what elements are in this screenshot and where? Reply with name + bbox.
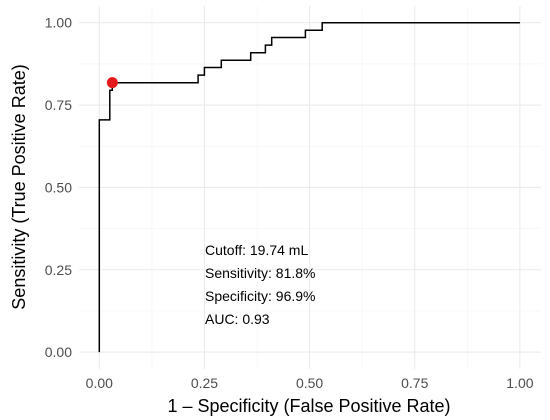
- optimal-cutoff-point: [106, 77, 118, 89]
- x-tick-label: 0.75: [401, 375, 428, 391]
- x-tick-label: 0.50: [296, 375, 323, 391]
- grid: [79, 6, 541, 369]
- y-tick-label: 0.50: [45, 179, 72, 195]
- roc-curve: [98, 21, 520, 353]
- y-axis-title: Sensitivity (True Positive Rate): [9, 64, 29, 309]
- annotation-line: AUC: 0.93: [205, 311, 270, 327]
- y-tick-label: 0.75: [45, 97, 72, 113]
- x-tick-label: 1.00: [506, 375, 533, 391]
- annotation-block: Cutoff: 19.74 mL Sensitivity: 81.8% Specif…: [205, 242, 316, 327]
- x-tick-label: 0.00: [86, 375, 113, 391]
- y-tick-label: 1.00: [45, 15, 72, 31]
- x-tick-label: 0.25: [191, 375, 218, 391]
- y-tick-label: 0.00: [45, 344, 72, 360]
- annotation-line: Specificity: 96.9%: [205, 288, 316, 304]
- annotation-line: Cutoff: 19.74 mL: [205, 242, 308, 258]
- tick-labels: 0.00 0.25 0.50 0.75 1.00 0.00 0.25 0.50 0.75 1.00: [45, 15, 534, 391]
- x-axis-title: 1 – Specificity (False Positive Rate): [167, 396, 450, 416]
- annotation-line: Sensitivity: 81.8%: [205, 265, 316, 281]
- y-tick-label: 0.25: [45, 262, 72, 278]
